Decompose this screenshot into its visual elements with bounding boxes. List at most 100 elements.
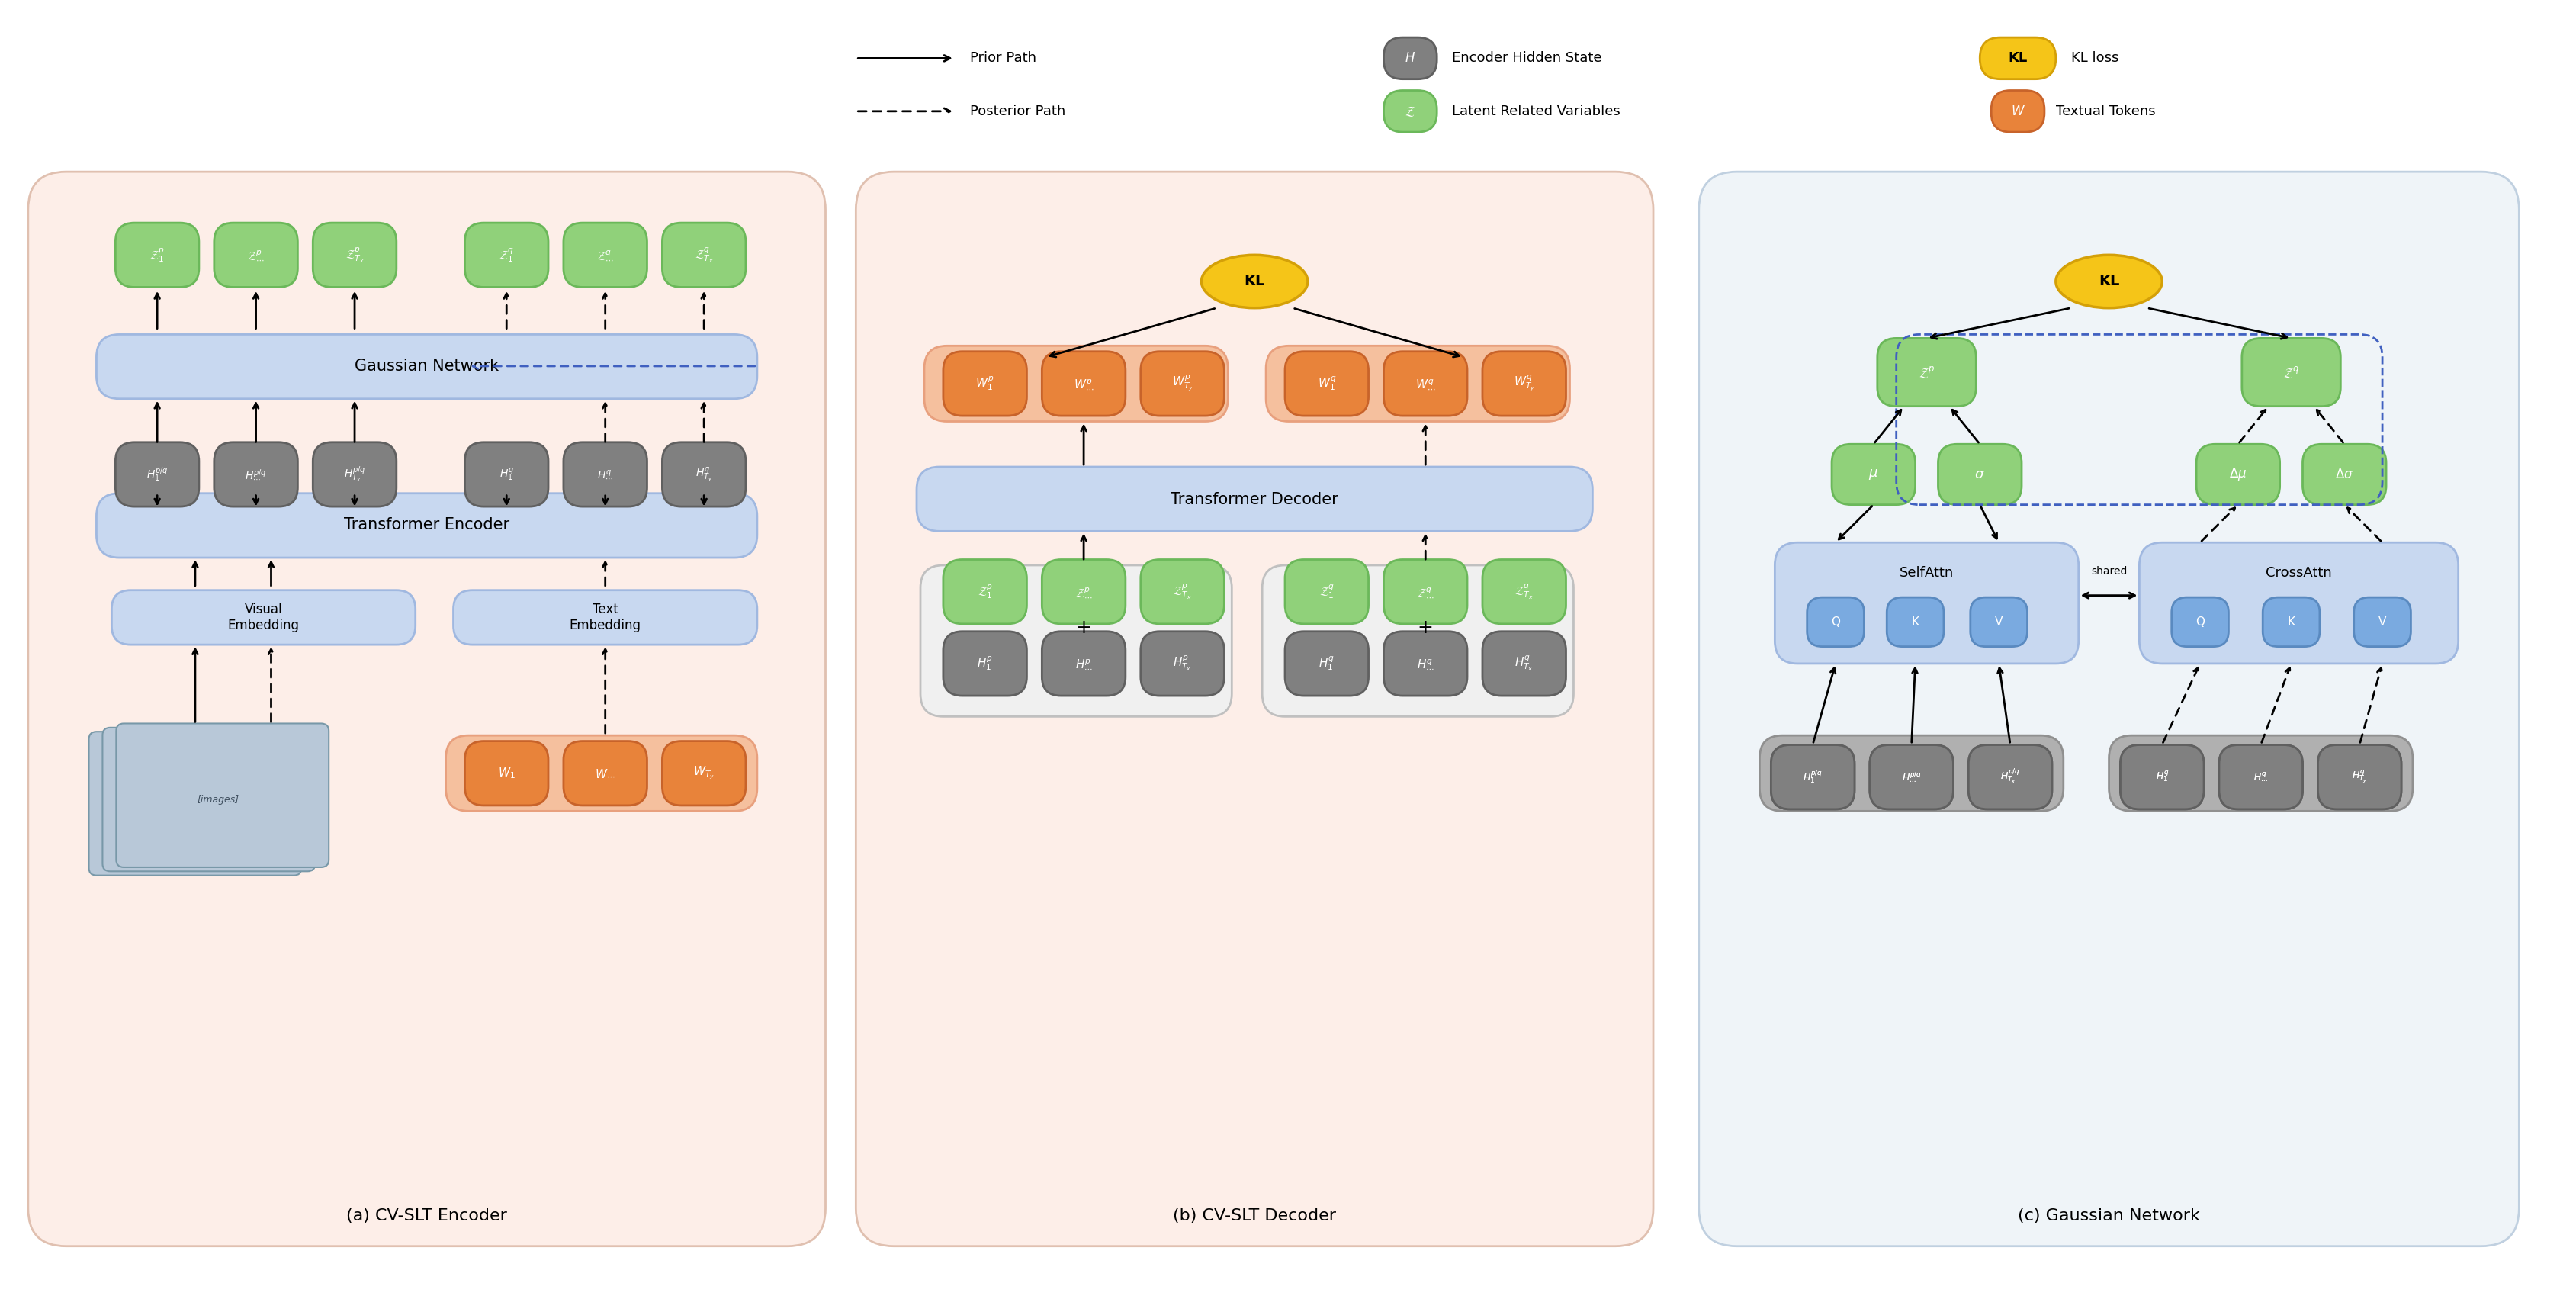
Text: $\mathcal{Z}_{T_x}^q$: $\mathcal{Z}_{T_x}^q$ xyxy=(696,245,714,264)
FancyBboxPatch shape xyxy=(312,223,397,287)
FancyBboxPatch shape xyxy=(925,346,1229,421)
FancyBboxPatch shape xyxy=(1937,445,2022,505)
Text: $H_1^{p/q}$: $H_1^{p/q}$ xyxy=(147,466,167,484)
Text: $H_{\cdots}^q$: $H_{\cdots}^q$ xyxy=(1417,657,1435,669)
Text: Gaussian Network: Gaussian Network xyxy=(355,358,500,374)
FancyBboxPatch shape xyxy=(214,442,299,506)
Text: KL loss: KL loss xyxy=(2071,51,2117,66)
FancyBboxPatch shape xyxy=(943,631,1028,695)
FancyBboxPatch shape xyxy=(2262,597,2321,647)
Text: $H_{\cdots}^{q}$: $H_{\cdots}^{q}$ xyxy=(2254,771,2267,782)
Text: $\mu$: $\mu$ xyxy=(1868,467,1878,482)
FancyBboxPatch shape xyxy=(1808,597,1865,647)
Text: Text
Embedding: Text Embedding xyxy=(569,602,641,632)
Text: $H_{\cdots}^{p/q}$: $H_{\cdots}^{p/q}$ xyxy=(1901,771,1922,783)
FancyBboxPatch shape xyxy=(2110,736,2414,811)
Text: $\mathcal{Z}_1^q$: $\mathcal{Z}_1^q$ xyxy=(500,247,515,264)
Text: $\sigma$: $\sigma$ xyxy=(1976,467,1986,482)
Text: $H_1^p$: $H_1^p$ xyxy=(976,655,992,672)
Text: KL: KL xyxy=(2009,51,2027,66)
FancyBboxPatch shape xyxy=(1041,559,1126,623)
Text: $H_1^q$: $H_1^q$ xyxy=(1319,655,1334,672)
FancyBboxPatch shape xyxy=(1481,352,1566,416)
FancyBboxPatch shape xyxy=(1870,745,1953,810)
FancyBboxPatch shape xyxy=(920,565,1231,716)
FancyBboxPatch shape xyxy=(943,352,1028,416)
FancyBboxPatch shape xyxy=(116,723,330,867)
Text: V: V xyxy=(1994,617,2002,627)
FancyBboxPatch shape xyxy=(2120,745,2205,810)
Ellipse shape xyxy=(1200,255,1309,308)
Text: (a) CV-SLT Encoder: (a) CV-SLT Encoder xyxy=(345,1208,507,1224)
Text: $\mathcal{Z}^p$: $\mathcal{Z}^p$ xyxy=(1919,365,1935,379)
FancyBboxPatch shape xyxy=(1772,745,1855,810)
Text: $H_{T_y}^{q}$: $H_{T_y}^{q}$ xyxy=(2352,769,2367,785)
Text: $H_{T_x}^{p/q}$: $H_{T_x}^{p/q}$ xyxy=(2002,769,2020,786)
Text: (b) CV-SLT Decoder: (b) CV-SLT Decoder xyxy=(1172,1208,1337,1224)
Text: +: + xyxy=(1077,619,1092,638)
FancyBboxPatch shape xyxy=(2218,745,2303,810)
FancyBboxPatch shape xyxy=(1772,745,1855,810)
Text: $H_1^{q}$: $H_1^{q}$ xyxy=(2156,770,2169,785)
FancyBboxPatch shape xyxy=(2303,445,2385,505)
Text: Q: Q xyxy=(2195,617,2205,627)
FancyBboxPatch shape xyxy=(2318,745,2401,810)
FancyBboxPatch shape xyxy=(943,559,1028,623)
FancyBboxPatch shape xyxy=(1481,559,1566,623)
FancyBboxPatch shape xyxy=(1759,736,2063,811)
Text: $\mathcal{Z}$: $\mathcal{Z}$ xyxy=(1404,105,1417,118)
Text: $\mathcal{Z}^q$: $\mathcal{Z}^q$ xyxy=(2282,365,2300,379)
Text: $\Delta\sigma$: $\Delta\sigma$ xyxy=(2334,467,2354,482)
Text: $W_{T_y}^q$: $W_{T_y}^q$ xyxy=(1515,374,1535,394)
FancyBboxPatch shape xyxy=(1971,597,2027,647)
Text: $W_{T_y}^p$: $W_{T_y}^p$ xyxy=(1172,374,1193,394)
Text: Latent Related Variables: Latent Related Variables xyxy=(1453,105,1620,118)
FancyBboxPatch shape xyxy=(917,467,1592,531)
FancyBboxPatch shape xyxy=(1141,559,1224,623)
FancyBboxPatch shape xyxy=(1141,352,1224,416)
Text: CrossAttn: CrossAttn xyxy=(2267,565,2331,580)
Text: K: K xyxy=(2287,617,2295,627)
Text: KL: KL xyxy=(1244,274,1265,289)
FancyBboxPatch shape xyxy=(1886,597,1945,647)
FancyBboxPatch shape xyxy=(464,223,549,287)
Text: +: + xyxy=(1417,619,1432,638)
FancyBboxPatch shape xyxy=(2318,745,2401,810)
FancyBboxPatch shape xyxy=(1383,631,1468,695)
FancyBboxPatch shape xyxy=(855,172,1654,1246)
Text: $\mathcal{Z}_1^q$: $\mathcal{Z}_1^q$ xyxy=(1319,583,1334,601)
FancyBboxPatch shape xyxy=(2241,338,2342,407)
Text: $H_1^{p/q}$: $H_1^{p/q}$ xyxy=(1803,769,1824,786)
Text: Visual
Embedding: Visual Embedding xyxy=(227,602,299,632)
FancyBboxPatch shape xyxy=(116,223,198,287)
Text: $\mathcal{Z}_{\cdots}^q$: $\mathcal{Z}_{\cdots}^q$ xyxy=(598,249,613,261)
FancyBboxPatch shape xyxy=(1285,352,1368,416)
FancyBboxPatch shape xyxy=(103,728,314,871)
Ellipse shape xyxy=(2056,255,2161,308)
FancyBboxPatch shape xyxy=(1383,352,1468,416)
Text: $H_{\cdots}^{q}$: $H_{\cdots}^{q}$ xyxy=(2254,771,2267,782)
FancyBboxPatch shape xyxy=(662,442,747,506)
FancyBboxPatch shape xyxy=(1968,745,2053,810)
FancyBboxPatch shape xyxy=(2172,597,2228,647)
FancyBboxPatch shape xyxy=(2138,542,2458,664)
Text: $\mathcal{Z}_{\cdots}^q$: $\mathcal{Z}_{\cdots}^q$ xyxy=(1417,585,1435,598)
FancyBboxPatch shape xyxy=(1383,91,1437,133)
FancyBboxPatch shape xyxy=(2218,745,2303,810)
FancyBboxPatch shape xyxy=(1383,38,1437,79)
Text: $W_{\cdots}^q$: $W_{\cdots}^q$ xyxy=(1414,378,1435,390)
Text: $H_{T_x}^{p/q}$: $H_{T_x}^{p/q}$ xyxy=(2002,769,2020,786)
FancyBboxPatch shape xyxy=(88,732,301,875)
Text: Q: Q xyxy=(1832,617,1839,627)
Text: $W_{T_y}$: $W_{T_y}$ xyxy=(693,765,714,782)
FancyBboxPatch shape xyxy=(214,223,299,287)
FancyBboxPatch shape xyxy=(1285,559,1368,623)
Text: $W_1^p$: $W_1^p$ xyxy=(976,375,994,392)
FancyBboxPatch shape xyxy=(111,590,415,644)
Text: $W_{\cdots}$: $W_{\cdots}$ xyxy=(595,768,616,779)
FancyBboxPatch shape xyxy=(446,736,757,811)
FancyBboxPatch shape xyxy=(464,442,549,506)
Text: $\mathcal{Z}_1^p$: $\mathcal{Z}_1^p$ xyxy=(149,247,165,264)
FancyBboxPatch shape xyxy=(312,442,397,506)
FancyBboxPatch shape xyxy=(2120,745,2205,810)
